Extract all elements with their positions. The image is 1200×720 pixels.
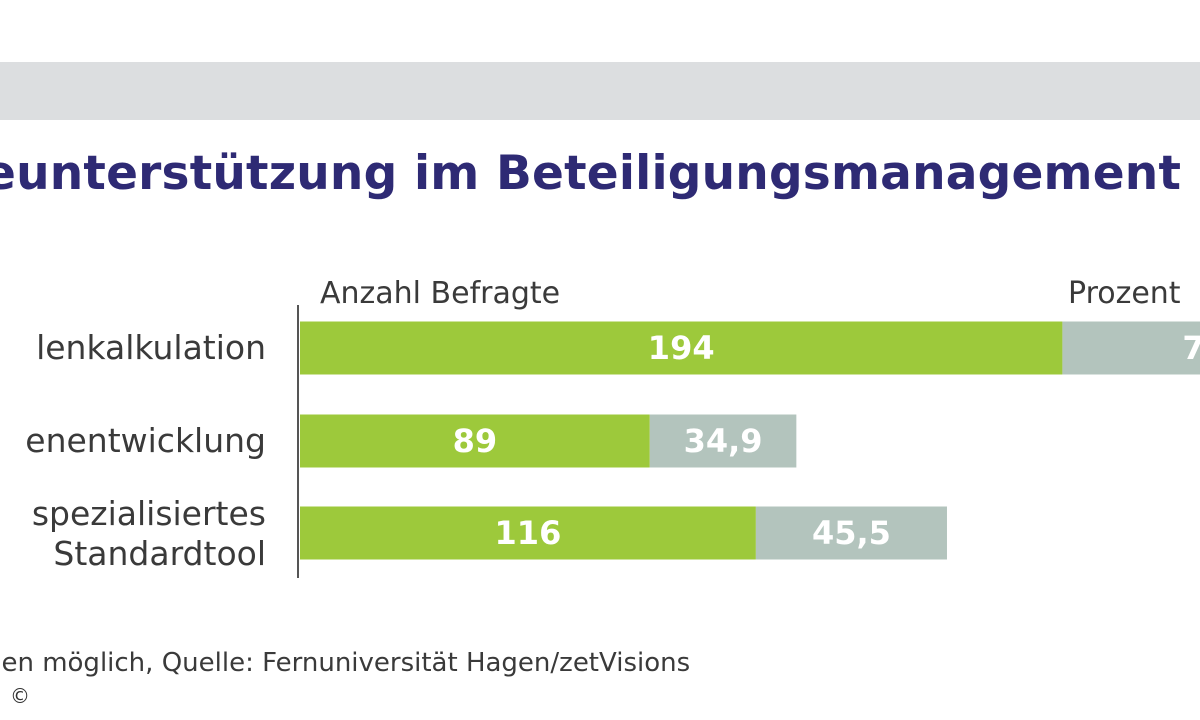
bar-percent-label: 45,5 — [812, 514, 891, 552]
bar-count — [300, 506, 756, 560]
copyright-mark: © — [10, 684, 30, 708]
bar-percent — [755, 506, 947, 560]
category-label: lenkalkulation — [36, 328, 266, 367]
bar-count-label: 89 — [453, 422, 498, 460]
bar-count-label: 116 — [495, 514, 562, 552]
bar-count — [300, 321, 1063, 375]
category-label: spezialisiertes Standardtool — [32, 494, 266, 573]
chart-title: eunterstützung im Beteiligungsmanagement — [0, 146, 1182, 201]
footnote: ungen möglich, Quelle: Fernuniversität H… — [0, 648, 691, 678]
header-percent: Prozent — [1068, 276, 1181, 311]
bar-percent — [1062, 321, 1200, 375]
bar-count — [300, 414, 650, 468]
bar-percent-label: 7 — [1182, 329, 1200, 367]
header-count: Anzahl Befragte — [320, 276, 560, 311]
bar-count-label: 194 — [648, 329, 715, 367]
header-band — [0, 62, 1200, 120]
bar-percent — [649, 414, 797, 468]
bar-percent-label: 34,9 — [684, 422, 763, 460]
category-label: enentwicklung — [25, 421, 266, 460]
